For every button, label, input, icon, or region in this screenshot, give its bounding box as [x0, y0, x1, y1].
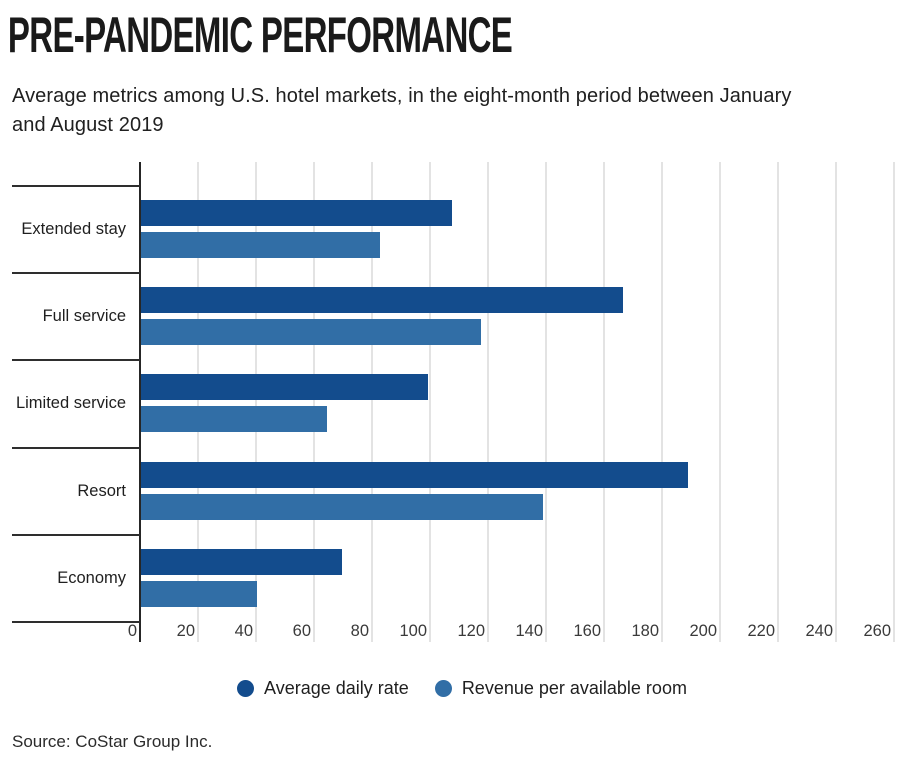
category-label: Resort	[77, 481, 126, 500]
x-tick-label: 20	[176, 622, 195, 640]
x-axis-zero-line	[139, 162, 141, 642]
source-note: Source: CoStar Group Inc.	[12, 732, 213, 751]
gridline	[371, 162, 373, 642]
category-separator	[12, 359, 140, 362]
bar-average-daily-rate	[141, 461, 689, 488]
gridline	[487, 162, 489, 642]
gridline	[197, 162, 199, 642]
gridline	[835, 162, 837, 642]
x-tick-label: 180	[631, 622, 659, 640]
bar-average-daily-rate	[141, 374, 428, 401]
x-tick-label: 140	[515, 622, 543, 640]
chart-legend: Average daily rate Revenue per available …	[0, 676, 924, 700]
chart-subtitle: Average metrics among U.S. hotel markets…	[12, 82, 924, 140]
gridline	[429, 162, 431, 642]
category-separator	[12, 272, 140, 275]
gridline	[661, 162, 663, 642]
x-tick-label: 60	[292, 622, 311, 640]
x-tick-label: 120	[457, 622, 485, 640]
x-tick-label: 0	[127, 622, 137, 640]
legend-swatch-average-daily-rate	[237, 679, 255, 697]
category-separator	[12, 446, 140, 449]
bar-average-daily-rate	[141, 287, 623, 314]
category-label: Limited service	[15, 394, 126, 413]
legend-swatch-revenue-per-available-room	[434, 679, 452, 697]
bar-revenue-per-available-room	[141, 493, 544, 520]
bar-revenue-per-available-room	[141, 232, 380, 258]
gridline	[893, 162, 895, 642]
x-tick-label: 260	[863, 622, 891, 640]
legend-label-average-daily-rate: Average daily rate	[264, 677, 409, 698]
legend-item-revenue-per-available-room: Revenue per available room	[434, 677, 687, 699]
gridline	[545, 162, 547, 642]
bar-revenue-per-available-room	[141, 580, 258, 607]
grouped-bar-chart: 0 20 40 60 80 100 120 140 160 180 200 220 240 260 Exte…	[0, 162, 924, 656]
bar-average-daily-rate	[141, 200, 452, 226]
gridline	[603, 162, 605, 642]
bar-revenue-per-available-room	[141, 406, 327, 433]
x-tick-label: 220	[747, 622, 775, 640]
gridline	[313, 162, 315, 642]
x-tick-label: 80	[350, 622, 369, 640]
bar-average-daily-rate	[141, 548, 342, 575]
chart-title: PRE-PANDEMIC PERFORMANCE	[7, 7, 513, 63]
gridline	[255, 162, 257, 642]
x-tick-label: 40	[234, 622, 253, 640]
x-tick-label: 160	[573, 622, 601, 640]
legend-label-revenue-per-available-room: Revenue per available room	[461, 677, 687, 698]
category-separator	[12, 185, 140, 187]
gridline	[719, 162, 721, 642]
x-tick-label: 200	[689, 622, 717, 640]
gridline	[777, 162, 779, 642]
category-separator	[12, 533, 140, 536]
x-tick-label: 100	[399, 622, 427, 640]
category-label: Full service	[42, 307, 126, 326]
legend-item-average-daily-rate: Average daily rate	[237, 678, 409, 699]
x-tick-label: 240	[805, 622, 833, 640]
bar-revenue-per-available-room	[141, 319, 481, 346]
category-separator	[12, 621, 140, 623]
chart-subtitle-line2: and August 2019	[12, 114, 164, 136]
category-label: Extended stay	[21, 220, 126, 239]
chart-subtitle-line1: Average metrics among U.S. hotel markets…	[12, 85, 792, 107]
category-label: Economy	[57, 568, 126, 587]
